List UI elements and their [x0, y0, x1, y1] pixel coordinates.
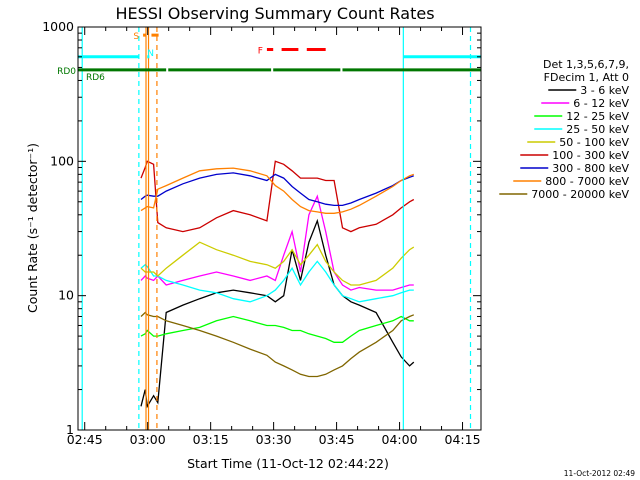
series-line-25-50-kev: [140, 260, 414, 303]
legend-label-800-7000-kev: 800 - 7000 keV: [545, 175, 629, 188]
chart-title: HESSI Observing Summary Count Rates: [115, 4, 434, 23]
legend-header-line-0: Det 1,3,5,6,7,9,: [543, 58, 629, 71]
legend-label-12-25-kev: 12 - 25 keV: [566, 110, 629, 123]
series-traces: [140, 160, 415, 409]
x-tick-label-03-00: 03:00: [130, 432, 166, 447]
x-tick-label-03-15: 03:15: [193, 432, 229, 447]
legend-label-7000-20000-kev: 7000 - 20000 keV: [531, 188, 629, 201]
legend-label-300-800-kev: 300 - 800 keV: [552, 162, 629, 175]
state-bar-label-rd6: RD6: [86, 73, 105, 83]
state-bars: RD0 RD6 F SN: [57, 32, 481, 83]
legend-label-100-300-kev: 100 - 300 keV: [552, 149, 629, 162]
series-line-3-6-kev: [140, 218, 415, 409]
y-tick-label-1000: 1000: [42, 19, 74, 34]
vertical-markers: [81, 27, 472, 430]
legend-label-50-100-kev: 50 - 100 keV: [559, 136, 629, 149]
state-bar-label-s: S: [133, 32, 139, 42]
legend-label-3-6-kev: 3 - 6 keV: [580, 84, 629, 97]
timestamp: 11-Oct-2012 02:49: [564, 469, 635, 478]
plot-frame: [77, 26, 482, 431]
series-line-300-800-kev: [140, 172, 415, 207]
legend: Det 1,3,5,6,7,9,FDecim 1, Att 03 - 6 keV…: [499, 58, 629, 201]
y-tick-label-1: 1: [66, 422, 74, 437]
axes: 1 10 100 1000 02:45 03:00 03:15 03:30 03:45 04:00…: [42, 19, 481, 447]
legend-label-6-12-kev: 6 - 12 keV: [573, 97, 629, 110]
y-axis-label: Count Rate (s⁻¹ detector⁻¹): [25, 143, 40, 313]
y-tick-label-10: 10: [58, 288, 74, 303]
x-axis-label: Start Time (11-Oct-12 02:44:22): [187, 456, 389, 471]
series-line-12-25-kev: [140, 315, 414, 343]
x-tick-label-02-45: 02:45: [67, 432, 103, 447]
legend-label-25-50-kev: 25 - 50 keV: [566, 123, 629, 136]
state-bar-label-n: N: [147, 49, 154, 59]
series-line-7000-20000-kev: [140, 311, 415, 378]
series-line-100-300-kev: [140, 160, 415, 233]
series-line-50-100-kev: [140, 241, 415, 286]
series-line-6-12-kev: [140, 194, 414, 291]
x-tick-label-04-00: 04:00: [382, 432, 418, 447]
x-tick-label-03-30: 03:30: [256, 432, 292, 447]
y-tick-label-100: 100: [50, 153, 74, 168]
series-line-800-7000-kev: [140, 167, 415, 214]
x-tick-label-04-15: 04:15: [445, 432, 481, 447]
state-bar-label-f: F: [258, 46, 263, 56]
legend-header-line-1: FDecim 1, Att 0: [544, 71, 629, 84]
state-bar-label-rd0: RD0: [57, 67, 76, 77]
x-tick-label-03-45: 03:45: [319, 432, 355, 447]
